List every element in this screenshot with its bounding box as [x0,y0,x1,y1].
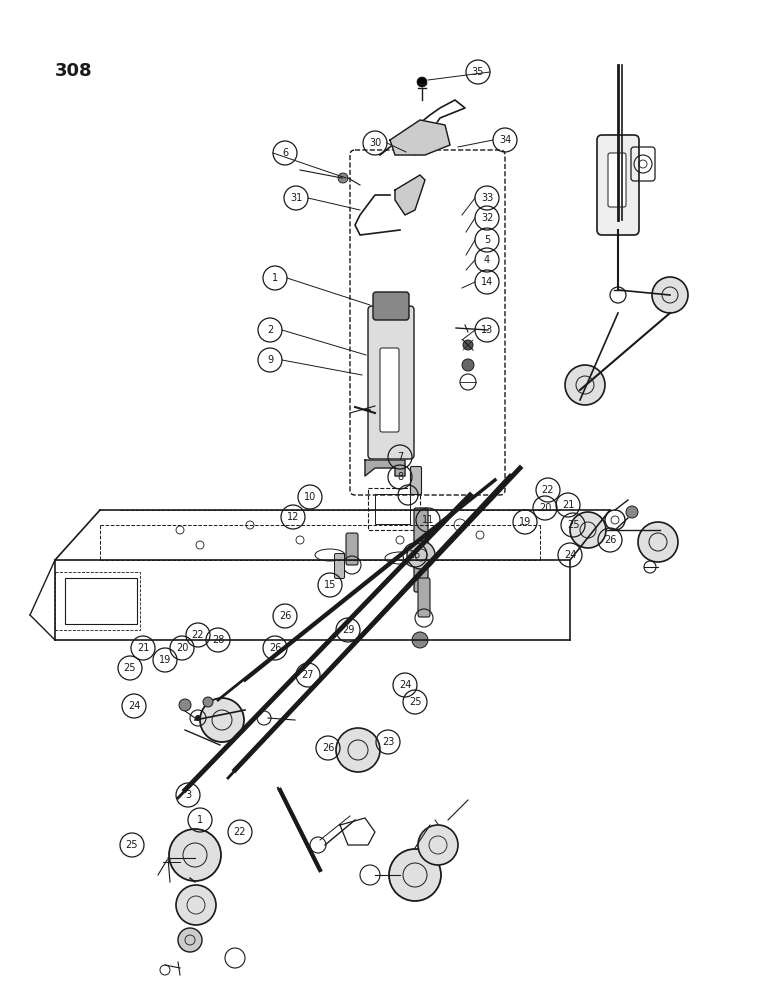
Circle shape [336,728,380,772]
FancyBboxPatch shape [411,466,422,494]
Circle shape [178,928,202,952]
Circle shape [396,536,404,544]
Text: 21: 21 [137,643,149,653]
Text: 22: 22 [234,827,246,837]
FancyBboxPatch shape [597,135,639,235]
Text: 24: 24 [399,680,411,690]
Circle shape [196,541,204,549]
Text: 3: 3 [185,790,191,800]
Text: 7: 7 [397,452,403,462]
FancyBboxPatch shape [380,348,399,432]
Text: 24: 24 [564,550,576,560]
FancyBboxPatch shape [368,306,414,459]
Text: 22: 22 [542,485,554,495]
Text: 8: 8 [397,472,403,482]
Text: 25: 25 [408,697,422,707]
Circle shape [338,173,348,183]
Circle shape [476,531,484,539]
Circle shape [652,277,688,313]
Text: 16: 16 [409,550,421,560]
FancyBboxPatch shape [414,508,428,592]
Text: 2: 2 [267,325,273,335]
Polygon shape [395,175,425,215]
Circle shape [412,632,428,648]
Circle shape [462,359,474,371]
Text: 34: 34 [499,135,511,145]
Text: 4: 4 [484,255,490,265]
FancyBboxPatch shape [373,292,409,320]
Text: 25: 25 [124,663,136,673]
Circle shape [418,825,458,865]
Text: 14: 14 [481,277,493,287]
Circle shape [179,699,191,711]
Text: 25: 25 [567,520,579,530]
Text: 9: 9 [267,355,273,365]
Circle shape [203,697,213,707]
Text: 26: 26 [269,643,281,653]
Circle shape [176,526,184,534]
Text: 308: 308 [55,62,93,80]
Text: 25: 25 [126,840,138,850]
Polygon shape [390,120,450,155]
Circle shape [200,698,244,742]
Text: 24: 24 [128,701,141,711]
Text: 15: 15 [323,580,336,590]
Text: 6: 6 [282,148,288,158]
Text: 27: 27 [302,670,314,680]
Bar [65,578,137,624]
Circle shape [389,849,441,901]
Polygon shape [365,460,405,476]
Circle shape [407,541,435,569]
Text: 30: 30 [369,138,381,148]
FancyBboxPatch shape [418,578,430,617]
Circle shape [626,506,638,518]
Text: 21: 21 [562,500,574,510]
Text: 10: 10 [304,492,316,502]
Text: 32: 32 [481,213,493,223]
Text: 31: 31 [290,193,302,203]
FancyBboxPatch shape [608,153,626,207]
Bar [55,572,140,630]
Bar [375,494,410,524]
Bar [368,488,420,530]
Text: 28: 28 [212,635,224,645]
Circle shape [246,521,254,529]
Text: 33: 33 [481,193,493,203]
Circle shape [296,536,304,544]
Text: 1: 1 [272,273,278,283]
Text: 20: 20 [176,643,188,653]
Text: 20: 20 [539,503,551,513]
Text: 26: 26 [604,535,616,545]
FancyBboxPatch shape [334,554,344,578]
Text: 19: 19 [159,655,171,665]
Text: 13: 13 [481,325,493,335]
FancyBboxPatch shape [346,533,358,565]
Circle shape [169,829,221,881]
Text: 5: 5 [484,235,490,245]
Circle shape [195,715,201,721]
Circle shape [565,365,605,405]
Text: 1: 1 [197,815,203,825]
Circle shape [417,77,427,87]
Circle shape [570,512,606,548]
Circle shape [463,340,473,350]
Text: 23: 23 [382,737,394,747]
Text: 12: 12 [287,512,300,522]
Text: 29: 29 [342,625,354,635]
Text: 26: 26 [322,743,334,753]
Text: 11: 11 [422,515,434,525]
Circle shape [176,885,216,925]
Circle shape [638,522,678,562]
Text: 22: 22 [191,630,205,640]
Text: 35: 35 [472,67,484,77]
Text: 26: 26 [279,611,291,621]
Text: 19: 19 [519,517,531,527]
